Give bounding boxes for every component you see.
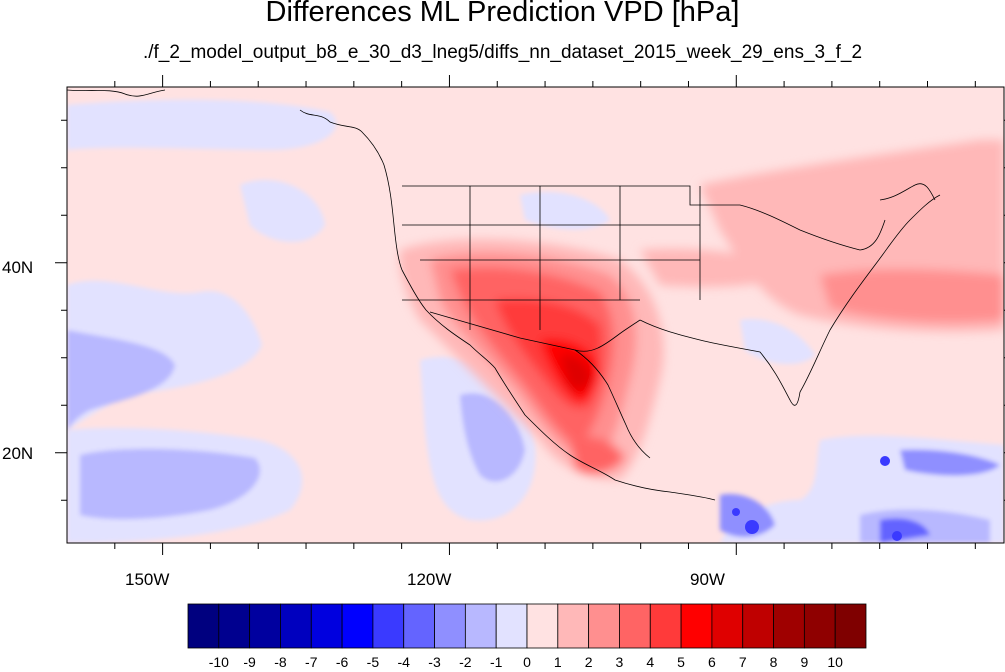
map-subtitle: ./f_2_model_output_b8_e_30_d3_lneg5/diff… [142, 42, 863, 63]
map-frame [66, 86, 1005, 544]
coastlines-and-boundaries [67, 89, 941, 501]
lat-tick-label: 20N [2, 444, 34, 463]
colorbar-label: -2 [459, 654, 472, 670]
colorbar-label: 3 [615, 654, 624, 670]
colorbar-label: 4 [646, 654, 655, 670]
colorbar-label: 1 [553, 654, 562, 670]
colorbar-label: -1 [489, 654, 503, 670]
lon-tick-label: 150W [125, 570, 170, 589]
lon-tick-label: 120W [407, 570, 452, 589]
lon-tick-label: 90W [690, 570, 725, 589]
map-title: Differences ML Prediction VPD [hPa] [265, 0, 740, 28]
colorbar-label: 8 [769, 654, 778, 670]
colorbar-label: 0 [523, 654, 531, 670]
negative-anomaly-regions [67, 99, 1004, 543]
colorbar-label: -3 [428, 654, 441, 670]
axis-ticks [55, 75, 1005, 555]
colorbar-label: -8 [274, 654, 287, 670]
colorbar-label: -4 [397, 654, 410, 670]
colorbar-label: 5 [677, 654, 685, 670]
colorbar-label: -9 [243, 654, 256, 670]
colorbar-label: 10 [827, 654, 843, 670]
colorbar-label: -7 [305, 654, 318, 670]
colorbar-label: 9 [800, 654, 809, 670]
colorbar-label: 7 [738, 654, 747, 670]
vpd-difference-map [55, 75, 1005, 555]
colorbar-label: -5 [366, 654, 380, 670]
positive-anomaly-regions [399, 140, 1004, 480]
colorbar-label: -10 [208, 654, 229, 670]
colorbar-label: 6 [708, 654, 716, 670]
lat-tick-label: 40N [2, 258, 34, 277]
colorbar-label: 2 [584, 654, 593, 670]
colorbar-label: -6 [335, 654, 349, 670]
small-scale-negative-blobs [732, 456, 902, 541]
